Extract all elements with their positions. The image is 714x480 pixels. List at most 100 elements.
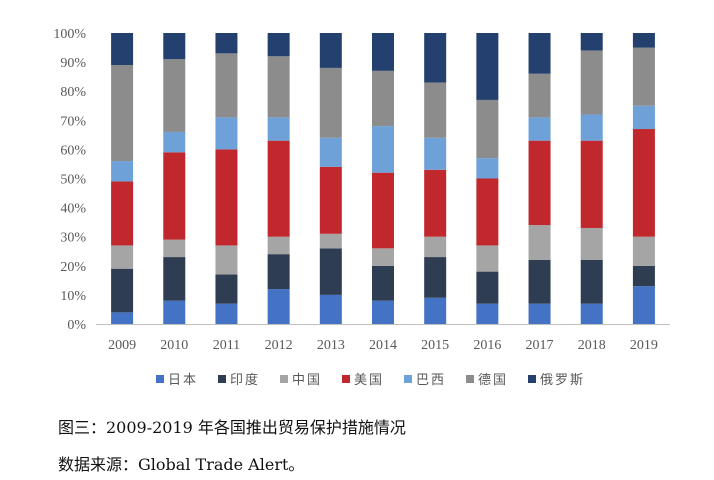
y-tick-label: 90% [60, 56, 86, 71]
bar-segment [580, 259, 603, 304]
bar-segment [528, 117, 551, 141]
bar-segment [632, 286, 655, 324]
bar-segment [163, 131, 186, 153]
bar-segment [319, 233, 342, 249]
bar-segment [424, 169, 447, 237]
bar-segment [424, 257, 447, 298]
bar-segment [111, 312, 134, 324]
y-tick-label: 60% [60, 143, 86, 158]
bar-segment [163, 239, 186, 258]
legend-label: 俄罗斯 [540, 372, 585, 387]
bar-segment [424, 236, 447, 258]
legend-label: 巴西 [416, 372, 446, 387]
bar-segment [267, 236, 290, 255]
bar-segment [528, 33, 551, 74]
x-tick-label: 2018 [578, 338, 606, 353]
bar-segment [424, 82, 447, 138]
bar-segment [476, 33, 499, 100]
y-tick-label: 80% [60, 85, 86, 100]
bar-segment [215, 53, 238, 118]
bar-segment [215, 117, 238, 150]
data-source-note: 数据来源：Global Trade Alert。 [58, 455, 305, 474]
y-tick-label: 20% [60, 260, 86, 275]
bar-segment [319, 33, 342, 68]
bar-segment [267, 289, 290, 324]
legend-swatch [528, 375, 536, 383]
bar-segment [528, 140, 551, 226]
bar-segment [476, 178, 499, 246]
bar-segment [267, 140, 290, 237]
x-tick-label: 2014 [369, 338, 397, 353]
bar-segment [476, 99, 499, 159]
y-tick-label: 30% [60, 231, 86, 246]
x-tick-label: 2010 [160, 338, 188, 353]
bar-segment [372, 70, 394, 127]
bar-segment [632, 236, 655, 266]
legend-swatch [466, 375, 474, 383]
bar-segment [111, 65, 134, 162]
legend-label: 日本 [168, 372, 198, 387]
y-tick-label: 40% [60, 202, 86, 217]
bar-segment [372, 300, 394, 324]
bar-segment [111, 268, 134, 313]
bar-segment [111, 181, 134, 246]
bar-segment [372, 33, 394, 71]
legend-swatch [280, 375, 288, 383]
bar-segment [580, 303, 603, 324]
bar-segment [215, 245, 238, 275]
bar-segment [632, 129, 655, 237]
bar-segment [476, 245, 499, 272]
bar-segment [111, 245, 134, 269]
bar-segment [215, 303, 238, 324]
y-axis: 0% 10% 20% 30% 40% 50% 60% 70% 80% 90% 100% [53, 27, 86, 333]
bar-segment [111, 33, 134, 66]
bars [111, 33, 655, 324]
x-tick-label: 2011 [213, 338, 240, 353]
bar-segment [632, 33, 655, 48]
bar-segment [580, 227, 603, 260]
legend-swatch [218, 375, 226, 383]
bar-segment [580, 33, 603, 51]
bar-segment [632, 265, 655, 287]
x-tick-label: 2012 [265, 338, 293, 353]
legend-swatch [156, 375, 164, 383]
bar-segment [580, 140, 603, 228]
bar-segment [476, 303, 499, 324]
bar-segment [215, 149, 238, 246]
bar-segment [372, 248, 394, 266]
bar-segment [372, 126, 394, 173]
legend-label: 德国 [478, 372, 508, 387]
bar-segment [632, 105, 655, 130]
bar-segment [163, 152, 186, 240]
bar-segment [215, 274, 238, 304]
bar-segment [319, 294, 342, 324]
bar-segment [163, 300, 186, 324]
bar-segment [580, 114, 603, 141]
x-tick-label: 2019 [630, 338, 658, 353]
stacked-bar-chart: 0%10%20%30%40%50%60%70%80%90%100% 2009 20… [53, 27, 670, 387]
y-tick-label: 10% [60, 289, 86, 304]
bar-segment [580, 50, 603, 115]
x-tick-label: 2016 [473, 338, 501, 353]
bar-segment [319, 67, 342, 138]
y-tick-label: 50% [60, 173, 86, 188]
y-tick-label: 100% [53, 27, 86, 42]
bar-segment [111, 161, 134, 182]
bar-segment [424, 33, 447, 83]
bar-segment [319, 166, 342, 234]
legend-label: 中国 [292, 372, 322, 387]
legend-swatch [404, 375, 412, 383]
legend-label: 印度 [230, 372, 260, 387]
bar-segment [528, 303, 551, 324]
bar-segment [476, 158, 499, 179]
legend-label: 美国 [354, 372, 384, 387]
bar-segment [528, 225, 551, 260]
y-tick-label: 70% [60, 114, 86, 129]
bar-segment [632, 47, 655, 106]
bar-segment [163, 59, 186, 132]
x-tick-label: 2013 [317, 338, 345, 353]
bar-segment [372, 265, 394, 301]
legend: 日本 印度 中国 美国 巴西 德国 俄罗斯 [156, 372, 585, 387]
bar-segment [267, 33, 290, 57]
bar-segment [372, 172, 394, 249]
